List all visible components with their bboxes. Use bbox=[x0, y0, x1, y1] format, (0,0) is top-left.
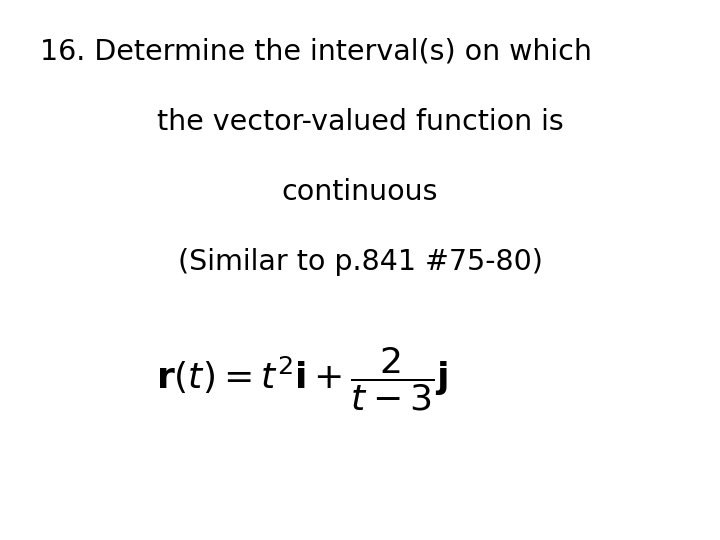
Text: the vector-valued function is: the vector-valued function is bbox=[157, 108, 563, 136]
Text: continuous: continuous bbox=[282, 178, 438, 206]
Text: $\mathbf{r}(t) = t^2\mathbf{i} + \dfrac{2}{t-3}\mathbf{j}$: $\mathbf{r}(t) = t^2\mathbf{i} + \dfrac{… bbox=[156, 346, 449, 413]
Text: (Similar to p.841 #75-80): (Similar to p.841 #75-80) bbox=[178, 248, 542, 276]
Text: 16. Determine the interval(s) on which: 16. Determine the interval(s) on which bbox=[40, 38, 591, 66]
